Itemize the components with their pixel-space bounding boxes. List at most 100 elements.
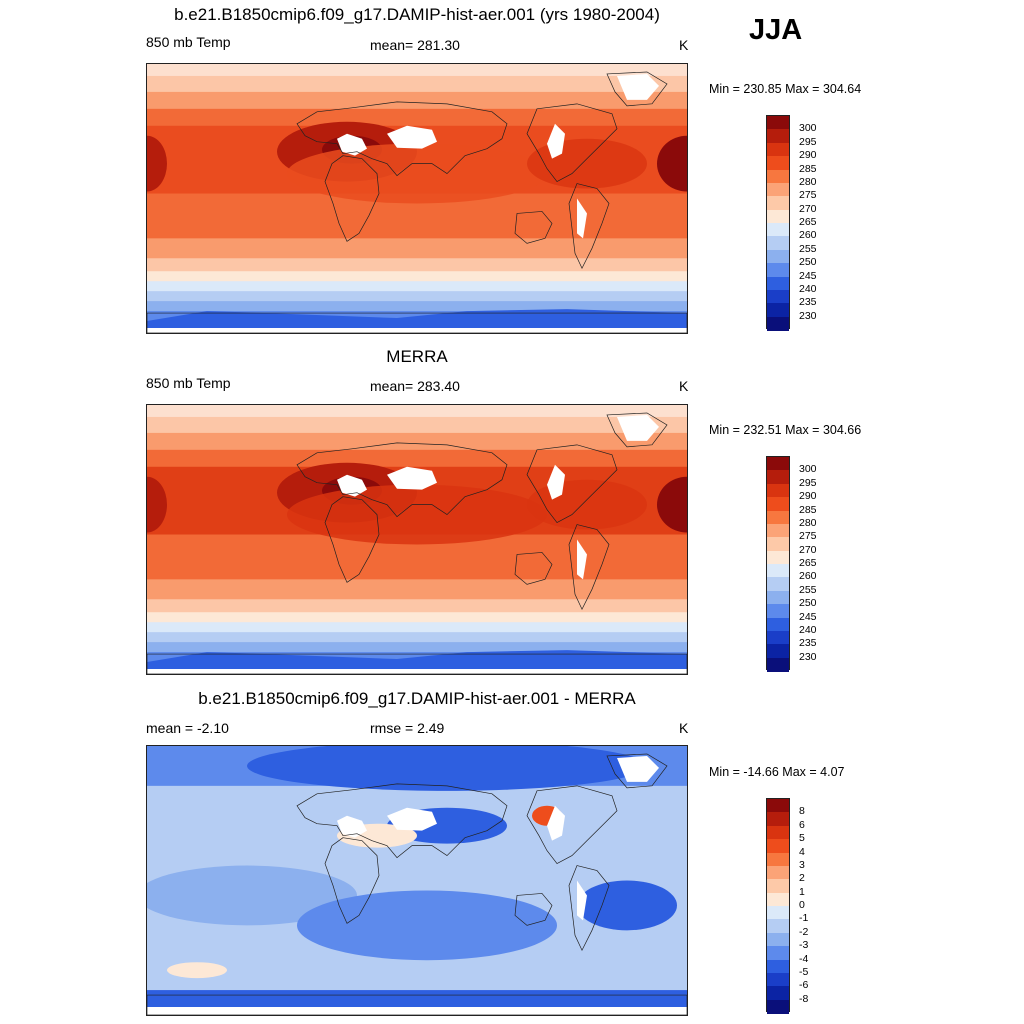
colorbar-swatch bbox=[767, 316, 789, 331]
colorbar-tick-label: -1 bbox=[799, 912, 809, 925]
coastline bbox=[296, 442, 508, 518]
colorbar-tick-label: 260 bbox=[799, 229, 817, 242]
colorbar-tick-label: 1 bbox=[799, 885, 805, 898]
colorbar-swatch bbox=[767, 497, 789, 511]
masked-region bbox=[547, 464, 565, 500]
masked-region bbox=[387, 125, 437, 149]
masked-region bbox=[547, 805, 565, 841]
colorbar-tick-label: 240 bbox=[799, 623, 817, 636]
colorbar-tick-label: 250 bbox=[799, 597, 817, 610]
colorbar-tick-label: 275 bbox=[799, 530, 817, 543]
colorbar-tick-label: 250 bbox=[799, 256, 817, 269]
colorbar-swatch bbox=[767, 617, 789, 632]
colorbar-tick-label: 8 bbox=[799, 805, 805, 818]
colorbar-swatch bbox=[767, 169, 789, 184]
colorbar-swatch bbox=[767, 577, 789, 592]
masked-region bbox=[547, 123, 565, 159]
masked-region bbox=[337, 474, 367, 497]
masked-region bbox=[577, 198, 587, 239]
colorbar-swatch bbox=[767, 644, 789, 659]
coastline bbox=[606, 412, 668, 448]
colorbar-swatch bbox=[767, 879, 789, 894]
colorbar-tick-label: 270 bbox=[799, 202, 817, 215]
masked-region bbox=[387, 807, 437, 831]
colorbar-swatch bbox=[767, 590, 789, 605]
colorbar-swatch bbox=[767, 276, 789, 291]
colorbar-swatch bbox=[767, 906, 789, 920]
colorbar-swatch bbox=[767, 946, 789, 960]
colorbar-tick-label: 5 bbox=[799, 832, 805, 845]
colorbar-swatch bbox=[767, 223, 789, 237]
colorbar-tick-label: 275 bbox=[799, 189, 817, 202]
colorbar-swatch bbox=[767, 839, 789, 853]
colorbar-tick-label: 295 bbox=[799, 476, 817, 489]
panel-title: MERRA bbox=[386, 347, 448, 366]
map-diff bbox=[146, 745, 688, 1016]
colorbar-tick-label: 255 bbox=[799, 583, 817, 596]
colorbar-swatch bbox=[767, 116, 789, 130]
colorbar-swatch bbox=[767, 986, 789, 1001]
colorbar-tick-label: -4 bbox=[799, 952, 809, 965]
colorbar-swatch bbox=[767, 483, 789, 498]
colorbar-tick-label: 295 bbox=[799, 135, 817, 148]
minmax-label: Min = 230.85 Max = 304.64 bbox=[709, 82, 862, 96]
mean-label: mean= 283.40 bbox=[370, 378, 460, 394]
colorbar-swatch bbox=[767, 156, 789, 170]
colorbar-tick-label: 245 bbox=[799, 610, 817, 623]
colorbar-swatch bbox=[767, 303, 789, 318]
colorbar-tick-label: 235 bbox=[799, 637, 817, 650]
coastline bbox=[568, 524, 610, 611]
colorbar-swatch bbox=[767, 457, 789, 471]
rmse-label: rmse = 2.49 bbox=[370, 720, 445, 736]
coastline bbox=[606, 753, 668, 789]
masked-region bbox=[577, 539, 587, 580]
panel-title: b.e21.B1850cmip6.f09_g17.DAMIP-hist-aer.… bbox=[174, 5, 660, 24]
colorbar-swatch bbox=[767, 249, 789, 264]
colorbar-swatch bbox=[767, 892, 789, 907]
panel-title: b.e21.B1850cmip6.f09_g17.DAMIP-hist-aer.… bbox=[198, 689, 636, 708]
map-field bbox=[147, 746, 687, 1015]
colorbar-swatch bbox=[767, 657, 789, 672]
units-label: K bbox=[679, 37, 689, 53]
colorbar-swatch bbox=[767, 604, 789, 618]
coastline bbox=[147, 653, 687, 674]
coastline bbox=[568, 865, 610, 952]
colorbar-swatch bbox=[767, 236, 789, 251]
masked-region bbox=[577, 880, 587, 921]
colorbar-swatch bbox=[767, 564, 789, 578]
coastline bbox=[514, 211, 553, 244]
colorbar-tick-label: 260 bbox=[799, 570, 817, 583]
colorbar-swatch bbox=[767, 289, 789, 304]
coastline bbox=[147, 312, 687, 333]
colorbar-tick-label: 0 bbox=[799, 899, 805, 911]
minmax-label: Min = -14.66 Max = 4.07 bbox=[709, 765, 845, 779]
colorbar-tick-label: 290 bbox=[799, 149, 817, 162]
colorbar-swatch bbox=[767, 852, 789, 867]
colorbar-tick-label: 235 bbox=[799, 296, 817, 309]
colorbar-swatch bbox=[767, 537, 789, 552]
colorbar-diff bbox=[766, 798, 790, 1014]
colorbar-tick-label: 3 bbox=[799, 858, 805, 871]
colorbar-tick-label: -6 bbox=[799, 979, 809, 992]
colorbar-swatch bbox=[767, 470, 789, 485]
masked-region bbox=[337, 133, 367, 156]
colorbar-swatch bbox=[767, 959, 789, 974]
colorbar-model bbox=[766, 115, 790, 331]
coastline bbox=[296, 783, 508, 859]
colorbar-swatch bbox=[767, 865, 789, 880]
colorbar-swatch bbox=[767, 825, 789, 840]
colorbar-tick-label: 300 bbox=[799, 463, 817, 476]
map-model bbox=[146, 63, 688, 334]
colorbar-swatch bbox=[767, 142, 789, 157]
colorbar-tick-label: 2 bbox=[799, 872, 805, 885]
coastline bbox=[526, 103, 618, 183]
colorbar-tick-label: 270 bbox=[799, 543, 817, 556]
coastline bbox=[324, 155, 380, 242]
colorbar-swatch bbox=[767, 182, 789, 197]
variable-label: 850 mb Temp bbox=[146, 375, 231, 391]
masked-region bbox=[617, 755, 659, 782]
colorbar-swatch bbox=[767, 263, 789, 277]
colorbar-tick-label: 230 bbox=[799, 309, 817, 322]
units-label: K bbox=[679, 720, 689, 736]
colorbar-tick-label: 265 bbox=[799, 557, 817, 569]
